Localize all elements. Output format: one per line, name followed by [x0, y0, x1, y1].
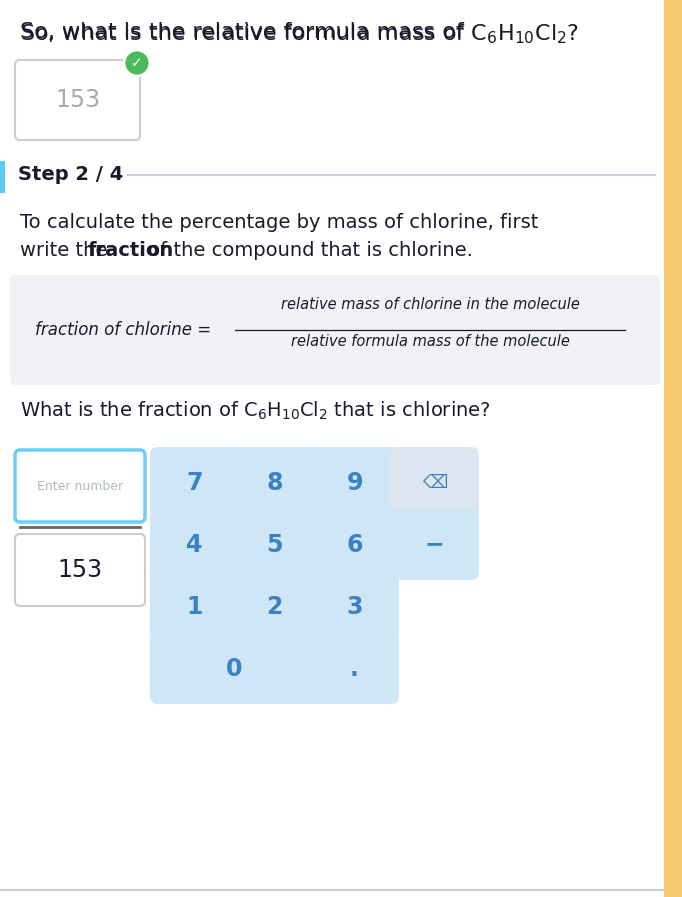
FancyBboxPatch shape	[230, 447, 319, 518]
Text: 5: 5	[266, 533, 283, 556]
Text: of the compound that is chlorine.: of the compound that is chlorine.	[142, 241, 473, 260]
Text: relative mass of chlorine in the molecule: relative mass of chlorine in the molecul…	[280, 297, 580, 312]
FancyBboxPatch shape	[150, 571, 239, 642]
Text: 9: 9	[346, 471, 363, 494]
FancyBboxPatch shape	[310, 509, 399, 580]
Text: 3: 3	[346, 595, 363, 619]
FancyBboxPatch shape	[15, 450, 145, 522]
Text: 6: 6	[346, 533, 363, 556]
Text: 8: 8	[266, 471, 283, 494]
FancyBboxPatch shape	[0, 161, 5, 193]
Text: Step 2 / 4: Step 2 / 4	[18, 166, 123, 185]
FancyBboxPatch shape	[15, 60, 140, 140]
Text: 7: 7	[186, 471, 203, 494]
Text: 1: 1	[186, 595, 203, 619]
Text: fraction of chlorine =: fraction of chlorine =	[35, 321, 211, 339]
FancyBboxPatch shape	[150, 633, 319, 704]
Text: 0: 0	[226, 657, 243, 681]
Text: So, what is the relative formula mass of $\mathregular{C_6H_{10}Cl_2}$?: So, what is the relative formula mass of…	[20, 22, 579, 46]
FancyBboxPatch shape	[664, 0, 682, 897]
Text: 4: 4	[186, 533, 203, 556]
Text: 153: 153	[57, 558, 102, 582]
FancyBboxPatch shape	[150, 509, 239, 580]
Text: relative formula mass of the molecule: relative formula mass of the molecule	[291, 334, 569, 349]
FancyBboxPatch shape	[230, 509, 319, 580]
FancyBboxPatch shape	[310, 447, 399, 518]
Text: 153: 153	[55, 88, 100, 112]
Text: write the: write the	[20, 241, 114, 260]
FancyBboxPatch shape	[310, 571, 399, 642]
Text: −: −	[425, 533, 445, 556]
FancyBboxPatch shape	[390, 447, 479, 518]
Text: So, what is the relative formula mass of: So, what is the relative formula mass of	[20, 22, 471, 42]
Text: .: .	[350, 657, 359, 681]
Text: ✓: ✓	[131, 56, 143, 70]
Text: What is the fraction of $\mathregular{C_6H_{10}Cl_2}$ that is chlorine?: What is the fraction of $\mathregular{C_…	[20, 400, 491, 422]
Text: To calculate the percentage by mass of chlorine, first: To calculate the percentage by mass of c…	[20, 213, 538, 232]
FancyBboxPatch shape	[10, 275, 660, 385]
Text: 2: 2	[266, 595, 282, 619]
Circle shape	[124, 50, 150, 76]
Text: fraction: fraction	[88, 241, 174, 260]
FancyBboxPatch shape	[390, 509, 479, 580]
FancyBboxPatch shape	[310, 633, 399, 704]
FancyBboxPatch shape	[15, 534, 145, 606]
Text: ⌫: ⌫	[421, 474, 447, 492]
Text: Enter number: Enter number	[37, 480, 123, 492]
FancyBboxPatch shape	[150, 447, 239, 518]
FancyBboxPatch shape	[230, 571, 319, 642]
